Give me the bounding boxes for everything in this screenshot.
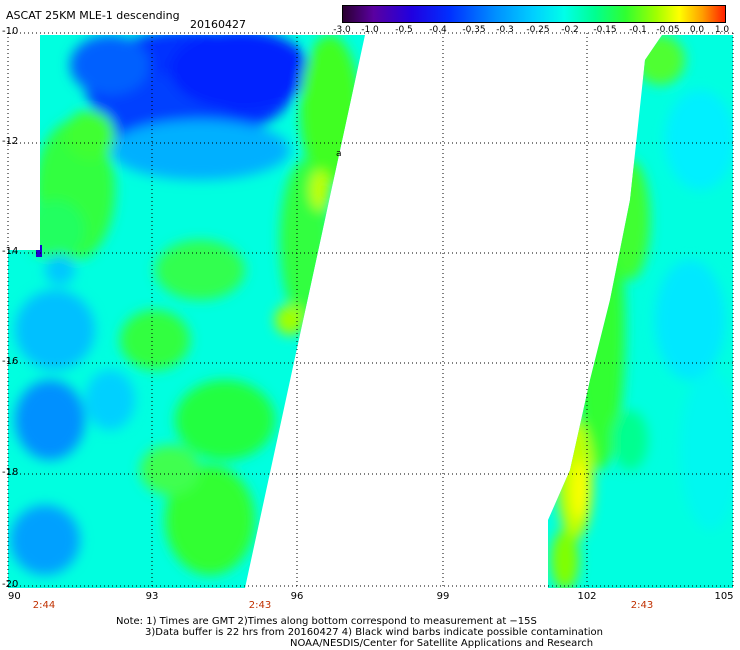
note-line-3: NOAA/NESDIS/Center for Satellite Applica… — [290, 638, 594, 649]
x-axis-label: 96 — [290, 591, 304, 602]
y-axis-label: -20 — [2, 579, 19, 590]
y-axis-label: -12 — [2, 136, 19, 147]
colorbar-label: -0.1 — [629, 25, 647, 35]
map-date: 20160427 — [190, 18, 246, 31]
y-axis-label: -18 — [2, 467, 19, 478]
note-line-1: Note: 1) Times are GMT 2)Times along bot… — [116, 616, 537, 627]
x-axis-label: 99 — [436, 591, 450, 602]
y-axis-label: -10 — [2, 26, 19, 37]
y-axis-label: -16 — [2, 356, 19, 367]
colorbar-label: -3.0 — [333, 25, 351, 35]
colorbar-label: -0.5 — [395, 25, 413, 35]
colorbar-label: -0.15 — [593, 25, 617, 35]
colorbar-label: -0.2 — [561, 25, 579, 35]
colorbar-label: -0.25 — [526, 25, 550, 35]
swath-time: 2:44 — [32, 600, 56, 611]
map-title: ASCAT 25KM MLE-1 descending — [6, 9, 180, 22]
gridlines — [7, 32, 734, 587]
x-axis-label: 105 — [714, 591, 734, 602]
colorbar-label: -1.0 — [361, 25, 379, 35]
right-swath — [548, 35, 733, 588]
left-swath — [8, 35, 365, 588]
colorbar-label: -0.3 — [496, 25, 514, 35]
x-axis-label: 90 — [8, 591, 21, 602]
colorbar-label: -0.4 — [429, 25, 447, 35]
x-axis-label: 93 — [145, 591, 159, 602]
colorbar-label: 0.0 — [689, 25, 705, 35]
wind-barb-mark: a — [336, 149, 342, 159]
note-line-2: 3)Data buffer is 22 hrs from 20160427 4)… — [145, 627, 603, 638]
swath-time: 2:43 — [248, 600, 272, 611]
x-axis-label: 102 — [577, 591, 597, 602]
swath-time: 2:43 — [630, 600, 654, 611]
y-axis-label: -14 — [2, 246, 19, 257]
colorbar-label: 1.0 — [714, 25, 730, 35]
colorbar-label: -0.35 — [462, 25, 486, 35]
colorbar — [342, 5, 726, 23]
colorbar-label: -0.05 — [656, 25, 680, 35]
